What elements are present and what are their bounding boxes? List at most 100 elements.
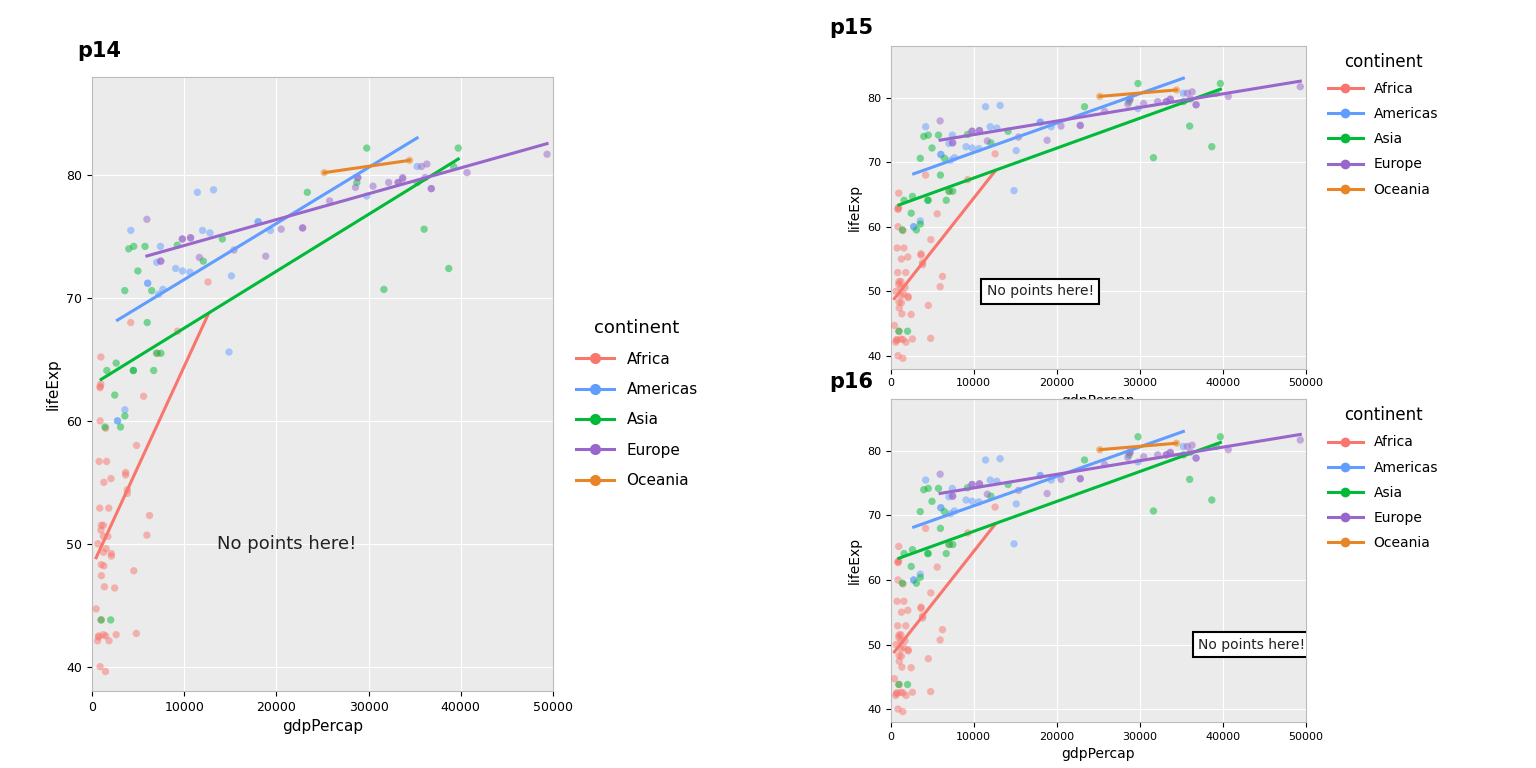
Point: [1146, 95, 1170, 108]
Text: p14: p14: [77, 41, 121, 61]
Point: [1289, 434, 1313, 446]
Point: [104, 415, 129, 427]
Point: [937, 185, 962, 197]
Point: [978, 137, 1003, 149]
Point: [911, 612, 935, 624]
Point: [882, 319, 906, 332]
Point: [954, 494, 978, 506]
Point: [89, 614, 114, 626]
Point: [112, 404, 137, 416]
Point: [217, 346, 241, 358]
Point: [121, 364, 146, 376]
Point: [931, 270, 955, 283]
Point: [115, 487, 140, 499]
Point: [361, 180, 386, 192]
Point: [86, 630, 111, 642]
Point: [899, 207, 923, 220]
Point: [988, 452, 1012, 465]
Point: [147, 240, 172, 253]
Point: [942, 505, 966, 517]
Point: [966, 496, 991, 508]
Point: [895, 604, 920, 617]
Point: [909, 247, 934, 260]
Point: [86, 634, 111, 647]
Point: [1126, 455, 1150, 468]
Point: [983, 501, 1008, 513]
Point: [166, 325, 190, 337]
Point: [98, 550, 123, 562]
Point: [149, 255, 174, 267]
Point: [346, 171, 370, 184]
Point: [925, 561, 949, 573]
Point: [220, 270, 244, 282]
Point: [1092, 458, 1117, 471]
Point: [89, 351, 114, 363]
Point: [190, 255, 215, 267]
Point: [187, 251, 212, 263]
Point: [931, 624, 955, 636]
Point: [1164, 437, 1189, 449]
Point: [92, 581, 117, 593]
Point: [885, 595, 909, 607]
Point: [889, 643, 914, 655]
Point: [1005, 498, 1029, 510]
Point: [1068, 472, 1092, 485]
Point: [978, 474, 1003, 486]
Point: [412, 223, 436, 235]
Point: [937, 491, 962, 503]
Point: [899, 661, 923, 674]
Point: [902, 220, 926, 233]
Point: [144, 347, 169, 359]
Point: [355, 142, 379, 154]
Point: [170, 233, 195, 245]
Point: [885, 266, 909, 279]
Legend: Africa, Americas, Asia, Europe, Oceania: Africa, Americas, Asia, Europe, Oceania: [1329, 406, 1438, 550]
Point: [905, 577, 929, 589]
Point: [290, 222, 315, 234]
Point: [210, 233, 235, 245]
Point: [94, 630, 118, 642]
Text: p16: p16: [829, 372, 874, 392]
Point: [1028, 116, 1052, 128]
Point: [1126, 102, 1150, 114]
Point: [885, 333, 909, 346]
Point: [914, 169, 938, 181]
Point: [985, 122, 1009, 134]
Point: [914, 474, 938, 486]
Point: [968, 124, 992, 137]
Point: [929, 502, 954, 514]
Point: [1141, 505, 1166, 517]
Point: [908, 215, 932, 227]
Point: [968, 478, 992, 490]
Point: [1072, 454, 1097, 466]
Point: [1146, 449, 1170, 461]
Point: [1118, 446, 1143, 458]
Point: [889, 634, 914, 647]
Point: [891, 687, 915, 699]
Point: [938, 154, 963, 167]
Point: [1132, 98, 1157, 110]
Point: [886, 629, 911, 641]
Point: [966, 143, 991, 155]
Point: [137, 509, 161, 521]
Point: [919, 233, 943, 246]
Point: [1158, 94, 1183, 106]
Point: [246, 216, 270, 228]
Point: [883, 285, 908, 297]
Point: [1184, 98, 1209, 111]
Point: [891, 641, 915, 654]
Point: [937, 185, 962, 197]
Point: [940, 185, 965, 197]
Point: [891, 288, 915, 300]
Point: [885, 620, 909, 632]
Point: [902, 574, 926, 586]
Point: [895, 325, 920, 337]
Point: [928, 522, 952, 535]
Point: [1028, 116, 1052, 128]
Point: [149, 347, 174, 359]
Point: [98, 614, 123, 626]
Point: [135, 214, 160, 226]
Point: [920, 142, 945, 154]
Point: [1170, 87, 1195, 99]
Text: No points here!: No points here!: [1198, 637, 1306, 651]
